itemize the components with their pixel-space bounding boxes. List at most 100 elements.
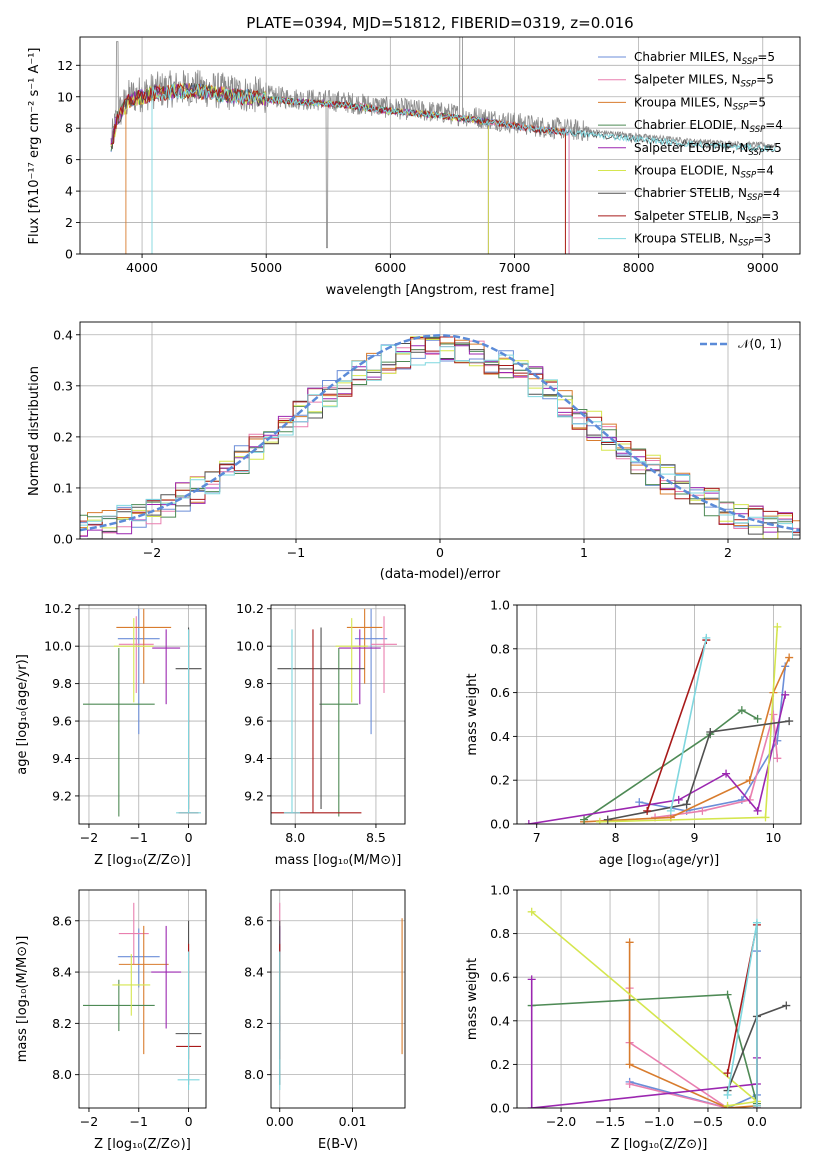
y-tick-label: 10.2	[44, 601, 72, 616]
y-tick-label: 9.6	[52, 714, 72, 729]
x-tick-label: 7000	[499, 260, 531, 275]
age-vs-Z-frame	[78, 604, 207, 825]
weight-series-line	[531, 911, 759, 1107]
y-tick-label: 10.2	[236, 601, 264, 616]
mass-vs-Z-ylabel: mass [log₁₀(M/M⊙)]	[15, 936, 30, 1063]
weight-vs-Z-panel: −2.0 −1.5 −1.0 −0.5 0.0 0.0 0.2 0.4 0.6 0.8 1.0 Z […	[465, 883, 802, 1152]
y-tick-label: 10.0	[236, 639, 264, 654]
legend-entry: Chabrier MILES, NSSP=5	[634, 50, 775, 67]
residual-xlabel: (data-model)/error	[380, 567, 501, 582]
x-tick-label: 0	[436, 545, 444, 560]
y-tick-label: 10.0	[44, 639, 72, 654]
weight-marker	[580, 815, 589, 824]
y-tick-label: 0.6	[490, 685, 510, 700]
weight-marker	[761, 813, 770, 822]
mass-vs-Z-xlabel: Z [log₁₀(Z/Z⊙)]	[94, 1137, 191, 1152]
x-tick-label: −1	[287, 545, 305, 560]
weight-marker	[769, 710, 778, 719]
residual-ylabel: Normed distribution	[27, 366, 42, 496]
x-tick-label: 5000	[250, 260, 282, 275]
y-tick-label: 10	[57, 89, 73, 104]
normal-reference-curve	[80, 334, 800, 532]
weight-marker	[723, 1069, 732, 1078]
x-tick-label: −1	[130, 1114, 148, 1129]
weight-marker	[643, 806, 652, 815]
y-tick-label: 1.0	[490, 598, 510, 613]
model-spectrum-line	[110, 83, 566, 254]
x-tick-label: 0.00	[266, 1114, 294, 1129]
y-tick-label: 0.2	[53, 429, 73, 444]
y-tick-label: 0.0	[490, 1101, 510, 1116]
weight-marker	[666, 806, 675, 815]
spectrum-frame	[79, 36, 801, 255]
x-tick-label: −2	[143, 545, 161, 560]
weight-marker	[785, 653, 794, 662]
age-vs-mass-frame	[270, 604, 406, 825]
y-tick-label: 0.3	[53, 378, 73, 393]
x-tick-label: 8	[612, 830, 620, 845]
weight-series-line	[583, 709, 758, 821]
y-tick-label: 8.0	[244, 1067, 264, 1082]
age-vs-mass-xlabel: mass [log₁₀(M/M⊙)]	[275, 853, 402, 868]
weight-marker	[785, 717, 794, 726]
x-tick-label: 9000	[747, 260, 779, 275]
x-tick-label: −2.0	[546, 1114, 576, 1129]
weight-vs-Z-xlabel: Z [log₁₀(Z/Z⊙)]	[611, 1137, 708, 1152]
y-tick-label: 1.0	[490, 883, 510, 898]
weight-series-line	[646, 639, 708, 812]
weight-marker	[702, 633, 711, 642]
x-tick-label: 0	[185, 1114, 193, 1129]
weight-marker	[625, 938, 634, 947]
legend-entry: Kroupa ELODIE, NSSP=4	[634, 164, 774, 181]
weight-vs-age-frame	[516, 604, 802, 825]
residual-legend: 𝒩(0, 1)	[700, 337, 782, 351]
y-tick-label: 9.2	[52, 788, 72, 803]
y-tick-label: 9.2	[244, 788, 264, 803]
spectrum-ylabel: Flux [fλ10⁻¹⁷ erg cm⁻² s⁻¹ A⁻¹]	[27, 48, 42, 245]
mass-vs-Z-panel: −2 −1 0 8.0 8.2 8.4 8.6 Z [log₁₀(Z/Z⊙)] mass [lo…	[15, 889, 207, 1152]
weight-marker	[722, 769, 731, 778]
weight-marker	[674, 795, 683, 804]
y-tick-label: 0.0	[53, 532, 73, 547]
legend-entry: Salpeter STELIB, NSSP=3	[634, 209, 779, 226]
x-tick-label: −1.0	[644, 1114, 674, 1129]
y-tick-label: 0.2	[490, 773, 510, 788]
weight-marker	[625, 1060, 634, 1069]
mass-vs-ebv-panel: 0.00 0.01 8.0 8.2 8.4 8.6 E(B-V)	[244, 889, 406, 1152]
legend-entry: Kroupa MILES, NSSP=5	[634, 95, 766, 112]
mass-vs-ebv-frame	[270, 889, 406, 1109]
weight-vs-age-ylabel: mass weight	[465, 673, 480, 755]
spectrum-panel: PLATE=0394, MJD=51812, FIBERID=0319, z=0…	[27, 14, 801, 298]
y-tick-label: 0.1	[53, 480, 73, 495]
x-tick-label: −1.5	[595, 1114, 625, 1129]
y-tick-label: 0	[65, 247, 73, 262]
weight-marker	[753, 806, 762, 815]
y-tick-label: 8.4	[244, 965, 264, 980]
x-tick-label: −1	[130, 830, 148, 845]
y-tick-label: 8.4	[52, 965, 72, 980]
x-tick-label: −0.5	[693, 1114, 723, 1129]
weight-vs-age-xlabel: age [log₁₀(age/yr)]	[599, 853, 720, 868]
weight-marker	[527, 1104, 536, 1108]
weight-marker	[773, 622, 782, 631]
weight-series-line	[670, 637, 708, 812]
legend-entry: Kroupa STELIB, NSSP=3	[634, 232, 771, 249]
y-tick-label: 8.6	[52, 913, 72, 928]
weight-marker	[635, 798, 644, 807]
spectrum-title: PLATE=0394, MJD=51812, FIBERID=0319, z=0…	[246, 14, 633, 32]
x-tick-label: −2	[80, 1114, 98, 1129]
weight-vs-Z-ylabel: mass weight	[465, 958, 480, 1040]
weight-marker	[723, 1101, 732, 1108]
weight-marker	[723, 990, 732, 999]
model-spectrum-line	[151, 82, 776, 254]
weight-marker	[706, 728, 715, 737]
spectrum-xlabel: wavelength [Angstrom, rest frame]	[326, 283, 555, 298]
age-vs-Z-panel: −2 −1 0 9.2 9.4 9.6 9.8 10.0 10.2 Z [log₁₀(Z/Z⊙)]…	[15, 601, 207, 868]
weight-marker	[773, 754, 782, 763]
y-tick-label: 0.4	[490, 729, 510, 744]
weight-marker	[782, 1001, 791, 1010]
weight-vs-age-panel: 7 8 9 10 0.0 0.2 0.4 0.6 0.8 1.0 age [log₁₀(age/yr…	[465, 598, 802, 868]
y-tick-label: 8.6	[244, 913, 264, 928]
y-tick-label: 0.6	[490, 970, 510, 985]
legend-entry: Chabrier ELODIE, NSSP=4	[634, 118, 783, 135]
